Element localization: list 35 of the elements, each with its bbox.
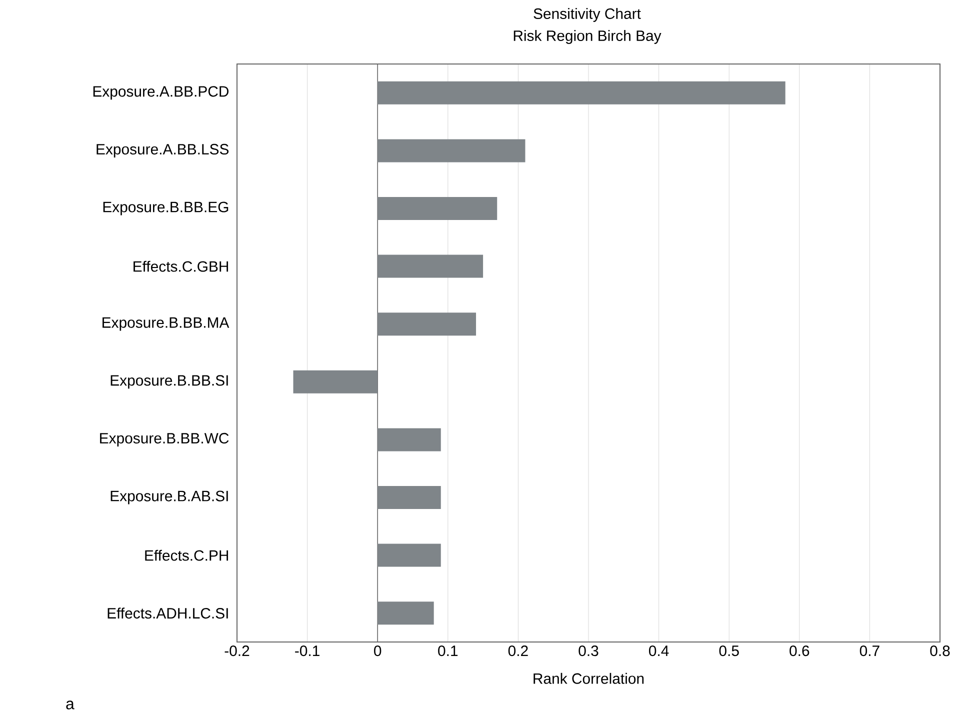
y-tick-label: Exposure.B.BB.EG (103, 202, 228, 216)
bar (378, 428, 441, 452)
x-tick-label: 0.2 (508, 646, 528, 656)
y-tick-label: Exposure.B.AB.SI (110, 490, 228, 504)
text: a (66, 700, 74, 710)
x-tick-label: 0.1 (438, 646, 458, 656)
y-tick-label: Exposure.A.BB.PCD (93, 86, 229, 100)
y-tick-label: Effects.C.PH (145, 550, 228, 561)
x-tick-label: 0.3 (578, 646, 598, 656)
bar (378, 312, 476, 336)
x-axis-title: Rank Correlation (534, 672, 644, 684)
y-tick-label: Effects.C.GBH (134, 260, 228, 272)
x-tick-label: 0.4 (648, 646, 669, 656)
y-tick-label: Exposure.B.BB.SI (110, 375, 228, 389)
bar (378, 197, 498, 220)
x-tick-label: -0.1 (295, 646, 320, 656)
chart-title: Sensitivity Chart (534, 8, 641, 22)
y-tick-label: Exposure.B.BB.MA (102, 317, 230, 331)
x-tick-label: 0.7 (860, 646, 880, 656)
bar (378, 81, 786, 104)
y-tick-label: Effects.ADH.LC.SI (108, 608, 228, 619)
x-tick-label: 0.6 (790, 646, 810, 656)
bar (293, 370, 378, 394)
bar (378, 254, 484, 278)
y-tick-label: Exposure.B.BB.WC (100, 432, 229, 446)
bar (378, 602, 434, 625)
y-tick-label: Exposure.A.BB.LSS (96, 144, 229, 158)
bar (378, 544, 441, 567)
x-tick-label: 0.5 (719, 646, 739, 656)
chart-subtitle: Risk Region Birch Bay (514, 30, 662, 44)
bar (378, 139, 526, 162)
x-tick-label: 0 (374, 646, 382, 656)
bar (378, 486, 441, 510)
x-tick-label: 0.8 (930, 646, 950, 656)
x-tick-label: -0.2 (224, 646, 250, 656)
